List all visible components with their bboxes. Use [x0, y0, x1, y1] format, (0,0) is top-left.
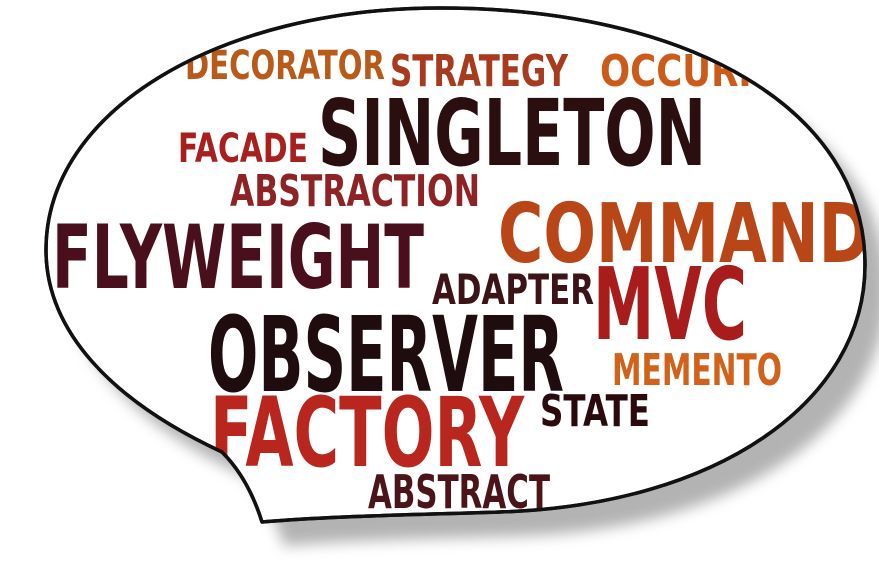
word-abstraction: ABSTRACTION — [230, 166, 480, 217]
word-flyweight: FLYWEIGHT — [52, 206, 424, 309]
word-decorator: DECORATOR — [185, 43, 385, 89]
word-adapter: ADAPTER — [432, 265, 594, 314]
word-facade: FACADE — [178, 126, 308, 172]
word-command: COMMAND — [498, 187, 870, 282]
word-factory: FACTORY — [210, 377, 525, 489]
word-observer: OBSERVER — [208, 294, 564, 416]
word-memento: MEMENTO — [612, 345, 782, 396]
word-strategy: STRATEGY — [390, 46, 569, 97]
speech-bubble-outline — [44, 6, 867, 524]
word-singleton: SINGLETON — [318, 80, 706, 187]
word-mvc: MVC — [593, 246, 747, 363]
word-state: STATE — [540, 386, 650, 437]
